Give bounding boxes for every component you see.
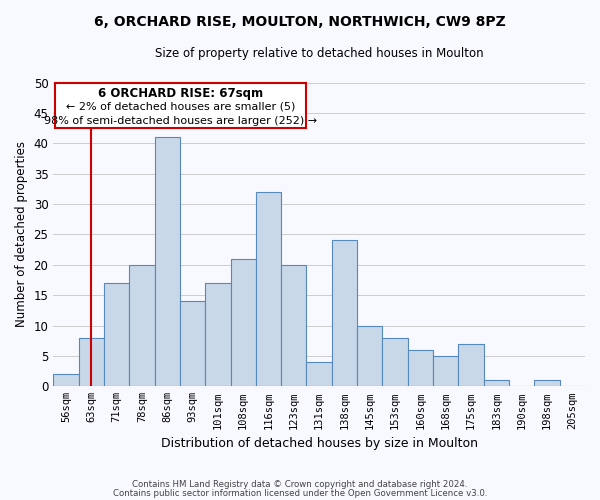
Text: 98% of semi-detached houses are larger (252) →: 98% of semi-detached houses are larger (…	[44, 116, 317, 126]
Text: Contains public sector information licensed under the Open Government Licence v3: Contains public sector information licen…	[113, 489, 487, 498]
Text: 6, ORCHARD RISE, MOULTON, NORTHWICH, CW9 8PZ: 6, ORCHARD RISE, MOULTON, NORTHWICH, CW9…	[94, 15, 506, 29]
Bar	[332, 240, 357, 386]
Bar	[408, 350, 433, 387]
Bar	[79, 338, 104, 386]
Bar	[382, 338, 408, 386]
X-axis label: Distribution of detached houses by size in Moulton: Distribution of detached houses by size …	[161, 437, 478, 450]
Bar	[535, 380, 560, 386]
Text: 6 ORCHARD RISE: 67sqm: 6 ORCHARD RISE: 67sqm	[98, 88, 263, 101]
FancyBboxPatch shape	[55, 82, 307, 128]
Bar	[205, 283, 230, 387]
Bar	[433, 356, 458, 386]
Bar	[256, 192, 281, 386]
Bar	[281, 265, 307, 386]
Bar	[307, 362, 332, 386]
Text: ← 2% of detached houses are smaller (5): ← 2% of detached houses are smaller (5)	[66, 102, 295, 112]
Bar	[357, 326, 382, 386]
Bar	[53, 374, 79, 386]
Bar	[129, 265, 155, 386]
Text: Contains HM Land Registry data © Crown copyright and database right 2024.: Contains HM Land Registry data © Crown c…	[132, 480, 468, 489]
Bar	[458, 344, 484, 387]
Bar	[180, 301, 205, 386]
Y-axis label: Number of detached properties: Number of detached properties	[15, 142, 28, 328]
Bar	[484, 380, 509, 386]
Title: Size of property relative to detached houses in Moulton: Size of property relative to detached ho…	[155, 48, 484, 60]
Bar	[230, 258, 256, 386]
Bar	[155, 137, 180, 386]
Bar	[104, 283, 129, 387]
